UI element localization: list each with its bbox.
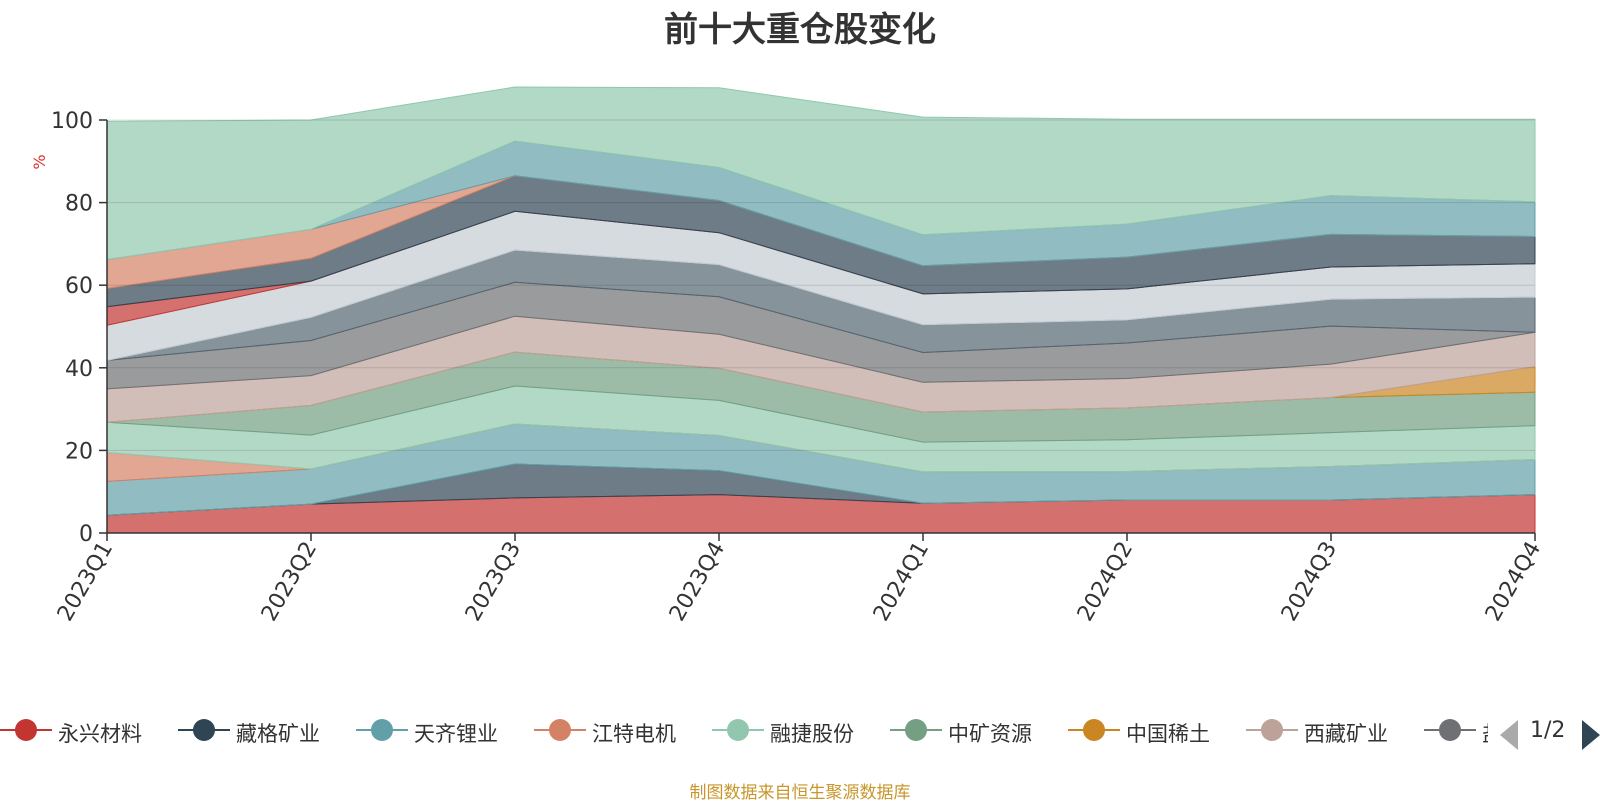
x-tick-label: 2023Q4 [665,538,730,626]
legend-label: 融捷股份 [770,722,854,746]
chart-title: 前十大重仓股变化 [664,10,936,50]
y-tick-label: 0 [79,522,93,547]
legend-page-indicator: 1/2 [1530,718,1566,743]
legend-label: 江特电机 [592,722,676,746]
legend-prev-page-button[interactable] [1500,720,1518,750]
legend-label: 中国稀土 [1126,722,1210,746]
source-note: 制图数据来自恒生聚源数据库 [689,783,911,803]
x-tick-label: 2023Q2 [257,538,322,626]
legend-marker-icon [534,719,586,741]
area-series-15[interactable] [106,86,1536,261]
legend-marker-icon [1068,719,1120,741]
y-tick-label: 40 [65,357,93,382]
y-axis-label: % [30,154,49,169]
y-tick-label: 20 [65,439,93,464]
stacked-areas [106,86,1536,534]
y-tick-label: 60 [65,274,93,299]
legend-marker-icon [890,719,942,741]
legend-marker-icon [178,719,230,741]
x-tick-label: 2024Q4 [1481,538,1546,626]
y-tick-label: 100 [51,109,93,134]
x-tick-label: 2023Q1 [53,538,118,626]
legend-label: 藏格矿业 [236,722,320,746]
legend-label: 盐湖股份 [1482,718,1488,748]
x-tick-label: 2024Q2 [1073,538,1138,626]
grid-lines [107,119,1535,451]
legend-next-page-button[interactable] [1582,720,1600,750]
x-tick-label: 2024Q3 [1277,538,1342,626]
y-tick-label: 80 [65,192,93,217]
legend: 永兴材料 藏格矿业 天齐锂业 江特电机 融捷股份 中矿资源 中国稀土 西藏矿业 盐湖股份 [0,710,1488,750]
x-tick-label: 2024Q1 [869,538,934,626]
legend-label: 天齐锂业 [414,722,498,746]
legend-label: 西藏矿业 [1304,722,1388,746]
legend-label: 中矿资源 [948,722,1032,746]
chart-plot: 0 20 40 60 80 100 2023Q1 2023Q2 2023Q3 2023Q4 2024… [30,86,1546,626]
legend-marker-icon [356,719,408,741]
legend-marker-icon [1246,719,1298,741]
x-tick-label: 2023Q3 [461,538,526,626]
legend-marker-icon [0,719,52,741]
legend-label: 永兴材料 [58,722,142,746]
legend-marker-icon [1424,719,1476,741]
legend-marker-icon [712,719,764,741]
